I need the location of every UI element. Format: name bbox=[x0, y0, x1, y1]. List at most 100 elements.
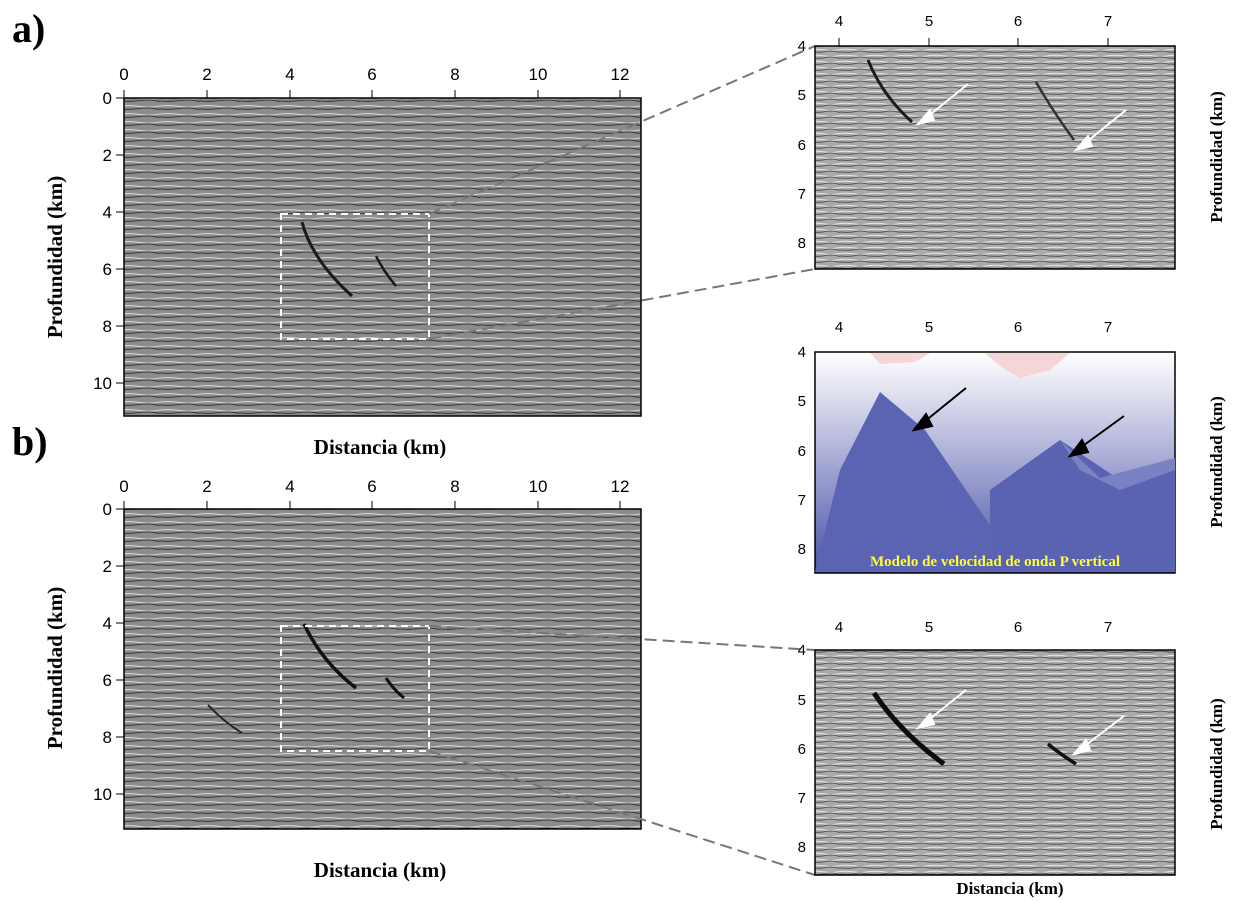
x-tick: 5 bbox=[925, 13, 933, 30]
y-tick: 7 bbox=[798, 790, 806, 807]
x-tick: 2 bbox=[202, 65, 211, 84]
x-tick: 2 bbox=[202, 477, 211, 496]
y-tick: 7 bbox=[798, 186, 806, 203]
inset-a-fault-1 bbox=[866, 59, 914, 124]
y-tick: 6 bbox=[103, 260, 112, 279]
section-a: 0 2 4 6 8 10 12 0 2 4 6 8 10 Profundidad… bbox=[43, 65, 642, 459]
x-tick: 7 bbox=[1104, 13, 1112, 30]
section-b: 0 2 4 6 8 10 12 0 2 4 6 8 10 Profundidad… bbox=[43, 477, 642, 882]
velocity-model-ylabel: Profundidad (km) bbox=[1207, 396, 1226, 527]
y-tick: 6 bbox=[798, 741, 806, 758]
panel-label-a: a) bbox=[12, 6, 45, 51]
x-tick: 6 bbox=[1014, 319, 1022, 336]
y-tick: 6 bbox=[798, 137, 806, 154]
x-tick: 0 bbox=[119, 477, 128, 496]
y-tick: 8 bbox=[798, 235, 806, 252]
y-tick: 0 bbox=[103, 89, 112, 108]
x-tick: 0 bbox=[119, 65, 128, 84]
x-tick: 4 bbox=[285, 65, 294, 84]
section-a-zoom-box bbox=[280, 213, 430, 340]
x-tick: 5 bbox=[925, 619, 933, 636]
inset-a-ylabel: Profundidad (km) bbox=[1207, 91, 1226, 222]
velocity-model-y-ticks: 4 5 6 7 8 bbox=[798, 344, 806, 558]
inset-a-y-ticks: 4 5 6 7 8 bbox=[798, 38, 806, 252]
section-b-zoom-box bbox=[280, 625, 430, 752]
velocity-model-warm-patch bbox=[870, 353, 930, 364]
x-tick: 6 bbox=[367, 477, 376, 496]
x-tick: 6 bbox=[1014, 619, 1022, 636]
x-tick: 4 bbox=[835, 619, 843, 636]
section-b-fault-2 bbox=[384, 677, 405, 700]
x-tick: 8 bbox=[450, 477, 459, 496]
x-tick: 7 bbox=[1104, 619, 1112, 636]
y-tick: 0 bbox=[103, 500, 112, 519]
inset-b-arrows bbox=[915, 689, 1125, 756]
section-b-xlabel: Distancia (km) bbox=[314, 858, 446, 882]
velocity-model: Modelo de velocidad de onda P vertical 4… bbox=[798, 319, 1226, 574]
inset-b-ylabel: Profundidad (km) bbox=[1207, 698, 1226, 829]
inset-a: 4 5 6 7 4 5 6 7 8 Profundidad (km) bbox=[798, 13, 1226, 270]
y-tick: 4 bbox=[103, 203, 112, 222]
x-tick: 8 bbox=[450, 65, 459, 84]
x-tick: 12 bbox=[611, 65, 630, 84]
y-tick: 8 bbox=[798, 839, 806, 856]
section-b-fault-1 bbox=[302, 623, 358, 690]
velocity-model-ridge-3 bbox=[1060, 440, 1175, 490]
section-a-fault-1 bbox=[300, 221, 354, 298]
y-tick: 4 bbox=[103, 614, 112, 633]
section-a-xlabel: Distancia (km) bbox=[314, 435, 446, 459]
x-tick: 10 bbox=[529, 65, 548, 84]
velocity-model-arrows bbox=[911, 387, 1125, 458]
y-tick: 2 bbox=[103, 146, 112, 165]
section-a-fault-2 bbox=[374, 255, 397, 287]
x-tick: 4 bbox=[835, 319, 843, 336]
y-tick: 6 bbox=[103, 671, 112, 690]
y-tick: 4 bbox=[798, 38, 806, 55]
section-b-ylabel: Profundidad (km) bbox=[43, 587, 67, 749]
y-tick: 5 bbox=[798, 87, 806, 104]
y-tick: 7 bbox=[798, 492, 806, 509]
section-b-y-ticks: 0 2 4 6 8 10 bbox=[93, 500, 112, 804]
x-tick: 6 bbox=[1014, 13, 1022, 30]
x-tick: 10 bbox=[529, 477, 548, 496]
velocity-model-caption: Modelo de velocidad de onda P vertical bbox=[870, 554, 1120, 570]
inset-b-x-ticks: 4 5 6 7 bbox=[835, 619, 1112, 636]
x-tick: 4 bbox=[285, 477, 294, 496]
x-tick: 4 bbox=[835, 13, 843, 30]
y-tick: 10 bbox=[93, 785, 112, 804]
inset-b-image bbox=[814, 649, 1176, 876]
y-tick: 8 bbox=[103, 317, 112, 336]
section-a-y-ticks: 0 2 4 6 8 10 bbox=[93, 89, 112, 393]
section-b-fault-3 bbox=[207, 704, 243, 734]
inset-b-xlabel: Distancia (km) bbox=[956, 879, 1063, 898]
y-tick: 10 bbox=[93, 374, 112, 393]
y-tick: 5 bbox=[798, 692, 806, 709]
inset-b-y-ticks: 4 5 6 7 8 bbox=[798, 642, 806, 856]
velocity-model-warm-patch bbox=[985, 353, 1070, 378]
inset-a-image bbox=[814, 45, 1176, 270]
inset-b: 4 5 6 7 4 5 6 7 8 Profundidad (km) Dista… bbox=[798, 619, 1226, 898]
section-a-ylabel: Profundidad (km) bbox=[43, 176, 67, 338]
section-a-image bbox=[123, 97, 642, 417]
section-b-x-ticks: 0 2 4 6 8 10 12 bbox=[119, 477, 629, 496]
x-tick: 5 bbox=[925, 319, 933, 336]
inset-b-fault-2 bbox=[1046, 742, 1077, 766]
section-b-image bbox=[123, 508, 642, 830]
y-tick: 8 bbox=[798, 541, 806, 558]
y-tick: 4 bbox=[798, 642, 806, 659]
x-tick: 6 bbox=[367, 65, 376, 84]
velocity-model-ridge-2 bbox=[990, 440, 1175, 572]
x-tick: 7 bbox=[1104, 319, 1112, 336]
velocity-model-x-ticks: 4 5 6 7 bbox=[835, 319, 1112, 336]
velocity-model-ridge-1 bbox=[815, 392, 1030, 572]
y-tick: 8 bbox=[103, 728, 112, 747]
panel-label-b: b) bbox=[12, 419, 48, 464]
y-tick: 6 bbox=[798, 443, 806, 460]
inset-a-fault-2 bbox=[1034, 81, 1076, 141]
y-tick: 4 bbox=[798, 344, 806, 361]
inset-b-fault-1 bbox=[871, 691, 946, 767]
y-tick: 5 bbox=[798, 393, 806, 410]
zoom-leader-lines bbox=[428, 45, 816, 876]
inset-a-x-ticks: 4 5 6 7 bbox=[835, 13, 1112, 30]
